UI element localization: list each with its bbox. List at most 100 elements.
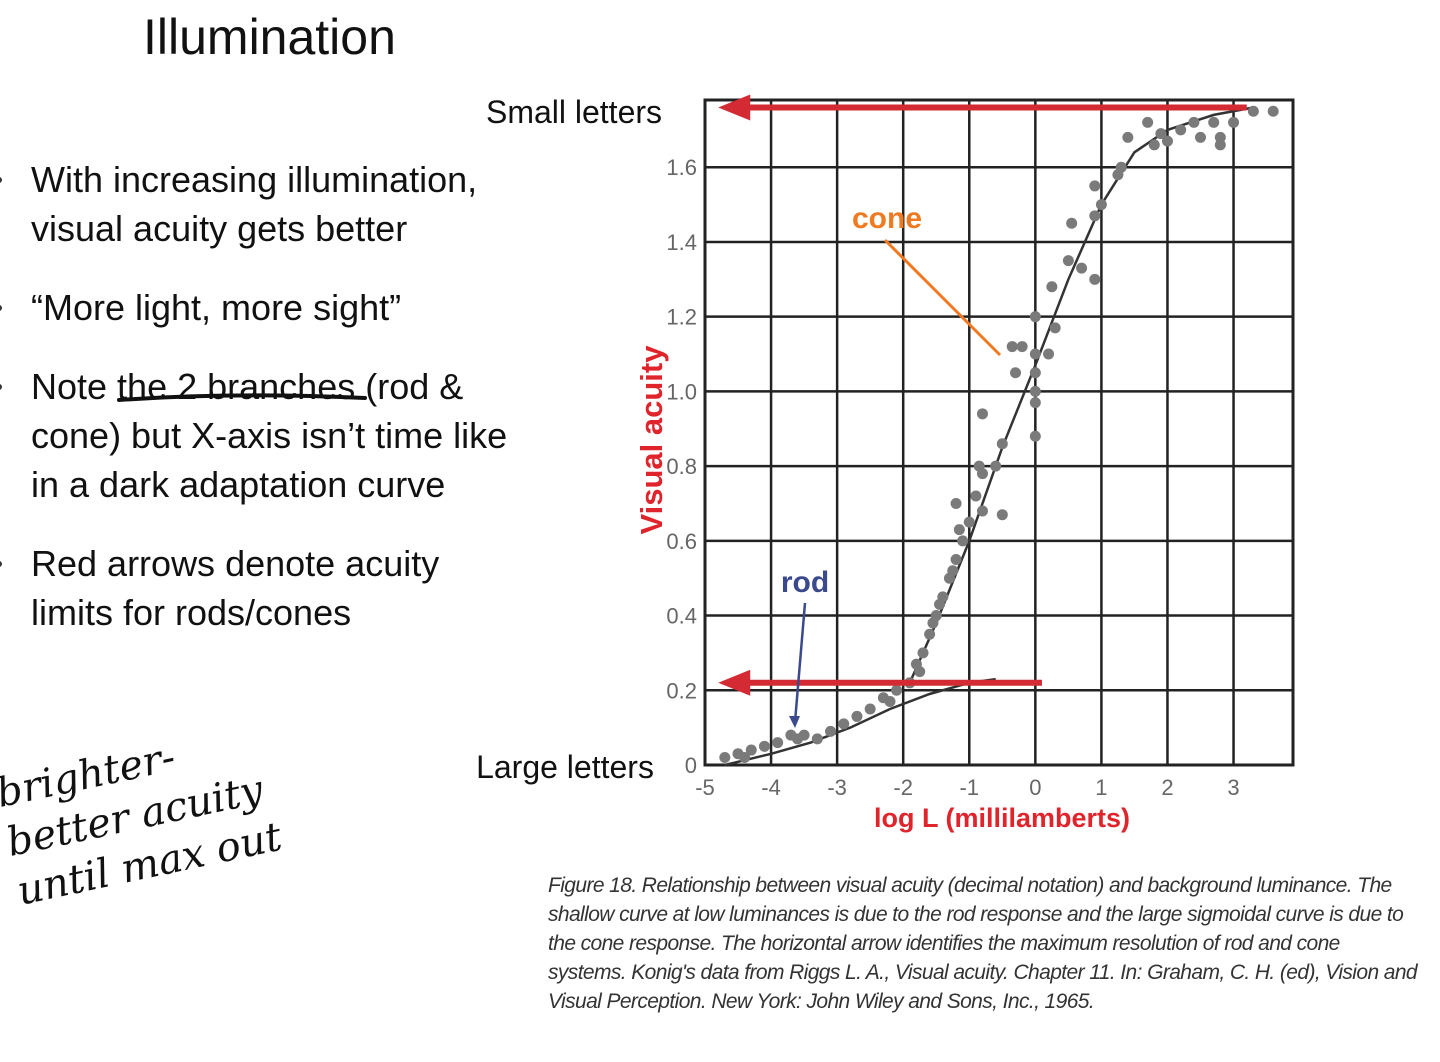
data-point <box>1006 341 1018 353</box>
x-tick-label: 2 <box>1161 775 1173 800</box>
data-point <box>996 509 1008 521</box>
data-point <box>811 733 823 745</box>
x-tick-label: -5 <box>695 775 715 800</box>
data-point <box>758 740 770 752</box>
data-point <box>1029 397 1041 409</box>
cone-pointer-line <box>883 238 1002 357</box>
data-point <box>884 695 896 707</box>
data-point <box>924 628 936 640</box>
bullet-text: “More light, more sight” <box>31 287 402 328</box>
data-point <box>1043 348 1055 360</box>
rod-pointer-arrow <box>793 602 807 723</box>
data-point <box>1195 131 1207 143</box>
x-tick-label: 0 <box>1029 775 1041 800</box>
data-point <box>772 737 784 749</box>
acuity-chart: -5 -4 -3 -2 -1 0 1 2 3 0 0.2 0.4 0.6 0.8 1.0 1.2 1.4 1.6… <box>476 94 1295 833</box>
data-point <box>1122 131 1134 143</box>
data-point <box>1188 116 1200 128</box>
data-point <box>1029 385 1041 397</box>
data-point <box>1029 348 1041 360</box>
x-tick-label: 3 <box>1227 775 1239 800</box>
data-point <box>891 684 903 696</box>
y-tick-labels: 0 0.2 0.4 0.6 0.8 1.0 1.2 1.4 1.6 <box>666 155 697 778</box>
figure-caption: Figure 18. Relationship between visual a… <box>548 874 1418 1013</box>
data-point <box>1062 255 1074 267</box>
data-point <box>739 752 751 764</box>
data-point <box>1016 341 1028 353</box>
data-point <box>1175 124 1187 136</box>
arrowhead-left-icon <box>718 94 751 121</box>
data-point <box>1010 367 1022 379</box>
x-axis-label: log L (millilamberts) <box>874 803 1130 833</box>
data-point <box>930 610 942 622</box>
bullet-dot-icon <box>0 561 2 567</box>
y-tick-label: 0.4 <box>666 604 697 629</box>
data-point <box>1228 116 1240 128</box>
data-point <box>1089 273 1101 285</box>
x-tick-label: -2 <box>893 775 913 800</box>
data-point <box>1148 139 1160 151</box>
x-tick-label: 1 <box>1095 775 1107 800</box>
data-point <box>1208 116 1220 128</box>
data-point <box>1076 262 1088 274</box>
y-tick-label: 0 <box>685 753 697 778</box>
data-point <box>914 666 926 678</box>
bullet-text: Red arrows denote acuity limits for rods… <box>31 543 440 633</box>
data-point <box>1161 135 1173 147</box>
data-point <box>1214 139 1226 151</box>
data-point <box>1089 210 1101 222</box>
large-letters-label: Large letters <box>476 749 654 785</box>
cone-label: cone <box>852 202 922 235</box>
bullet-item: With increasing illumination, visual acu… <box>0 155 520 253</box>
data-point <box>1142 116 1154 128</box>
chart-grid <box>703 98 1295 767</box>
rod-pointer-arrowhead-icon <box>789 716 800 728</box>
data-point <box>957 535 969 547</box>
data-point <box>996 438 1008 450</box>
data-point <box>1066 217 1078 229</box>
x-tick-label: -3 <box>827 775 847 800</box>
data-point <box>1112 169 1124 181</box>
bullet-text: Note the 2 branches (rod & cone) but X-a… <box>31 366 508 505</box>
data-point <box>937 591 949 603</box>
bullet-item: Red arrows denote acuity limits for rods… <box>0 539 520 637</box>
y-tick-label: 1.0 <box>666 379 697 404</box>
small-letters-label: Small letters <box>486 94 662 130</box>
y-tick-label: 0.6 <box>666 529 697 554</box>
rod-label: rod <box>781 566 829 599</box>
data-point <box>917 647 929 659</box>
data-point <box>947 565 959 577</box>
data-point <box>976 408 988 420</box>
data-point <box>1046 281 1058 293</box>
data-point <box>990 460 1002 472</box>
data-point <box>950 554 962 566</box>
data-point <box>963 516 975 528</box>
data-point <box>970 490 982 502</box>
y-axis-label: Visual acuity <box>634 345 669 535</box>
data-point <box>1029 430 1041 442</box>
data-point <box>1049 322 1061 334</box>
limit-arrows <box>718 94 1247 696</box>
data-point <box>825 725 837 737</box>
data-point <box>798 729 810 741</box>
bullet-item: Note the 2 branches (rod & cone) but X-a… <box>0 362 520 509</box>
slide-title: Illumination <box>143 9 396 65</box>
data-points <box>719 105 1279 764</box>
bullet-list: With increasing illumination, visual acu… <box>0 155 520 667</box>
bullet-dot-icon <box>0 177 2 183</box>
bullet-text: With increasing illumination, visual acu… <box>31 159 478 249</box>
y-tick-label: 1.6 <box>666 155 697 180</box>
data-point <box>1089 180 1101 192</box>
data-point <box>851 710 863 722</box>
data-point <box>745 744 757 756</box>
data-point <box>1029 311 1041 323</box>
y-tick-label: 1.2 <box>666 305 697 330</box>
data-point <box>1029 367 1041 379</box>
bullet-dot-icon <box>0 384 2 390</box>
y-tick-label: 0.8 <box>666 454 697 479</box>
y-tick-label: 0.2 <box>666 678 697 703</box>
data-point <box>1267 105 1279 117</box>
data-point <box>1095 199 1107 211</box>
data-point <box>953 524 965 536</box>
data-point <box>976 505 988 517</box>
